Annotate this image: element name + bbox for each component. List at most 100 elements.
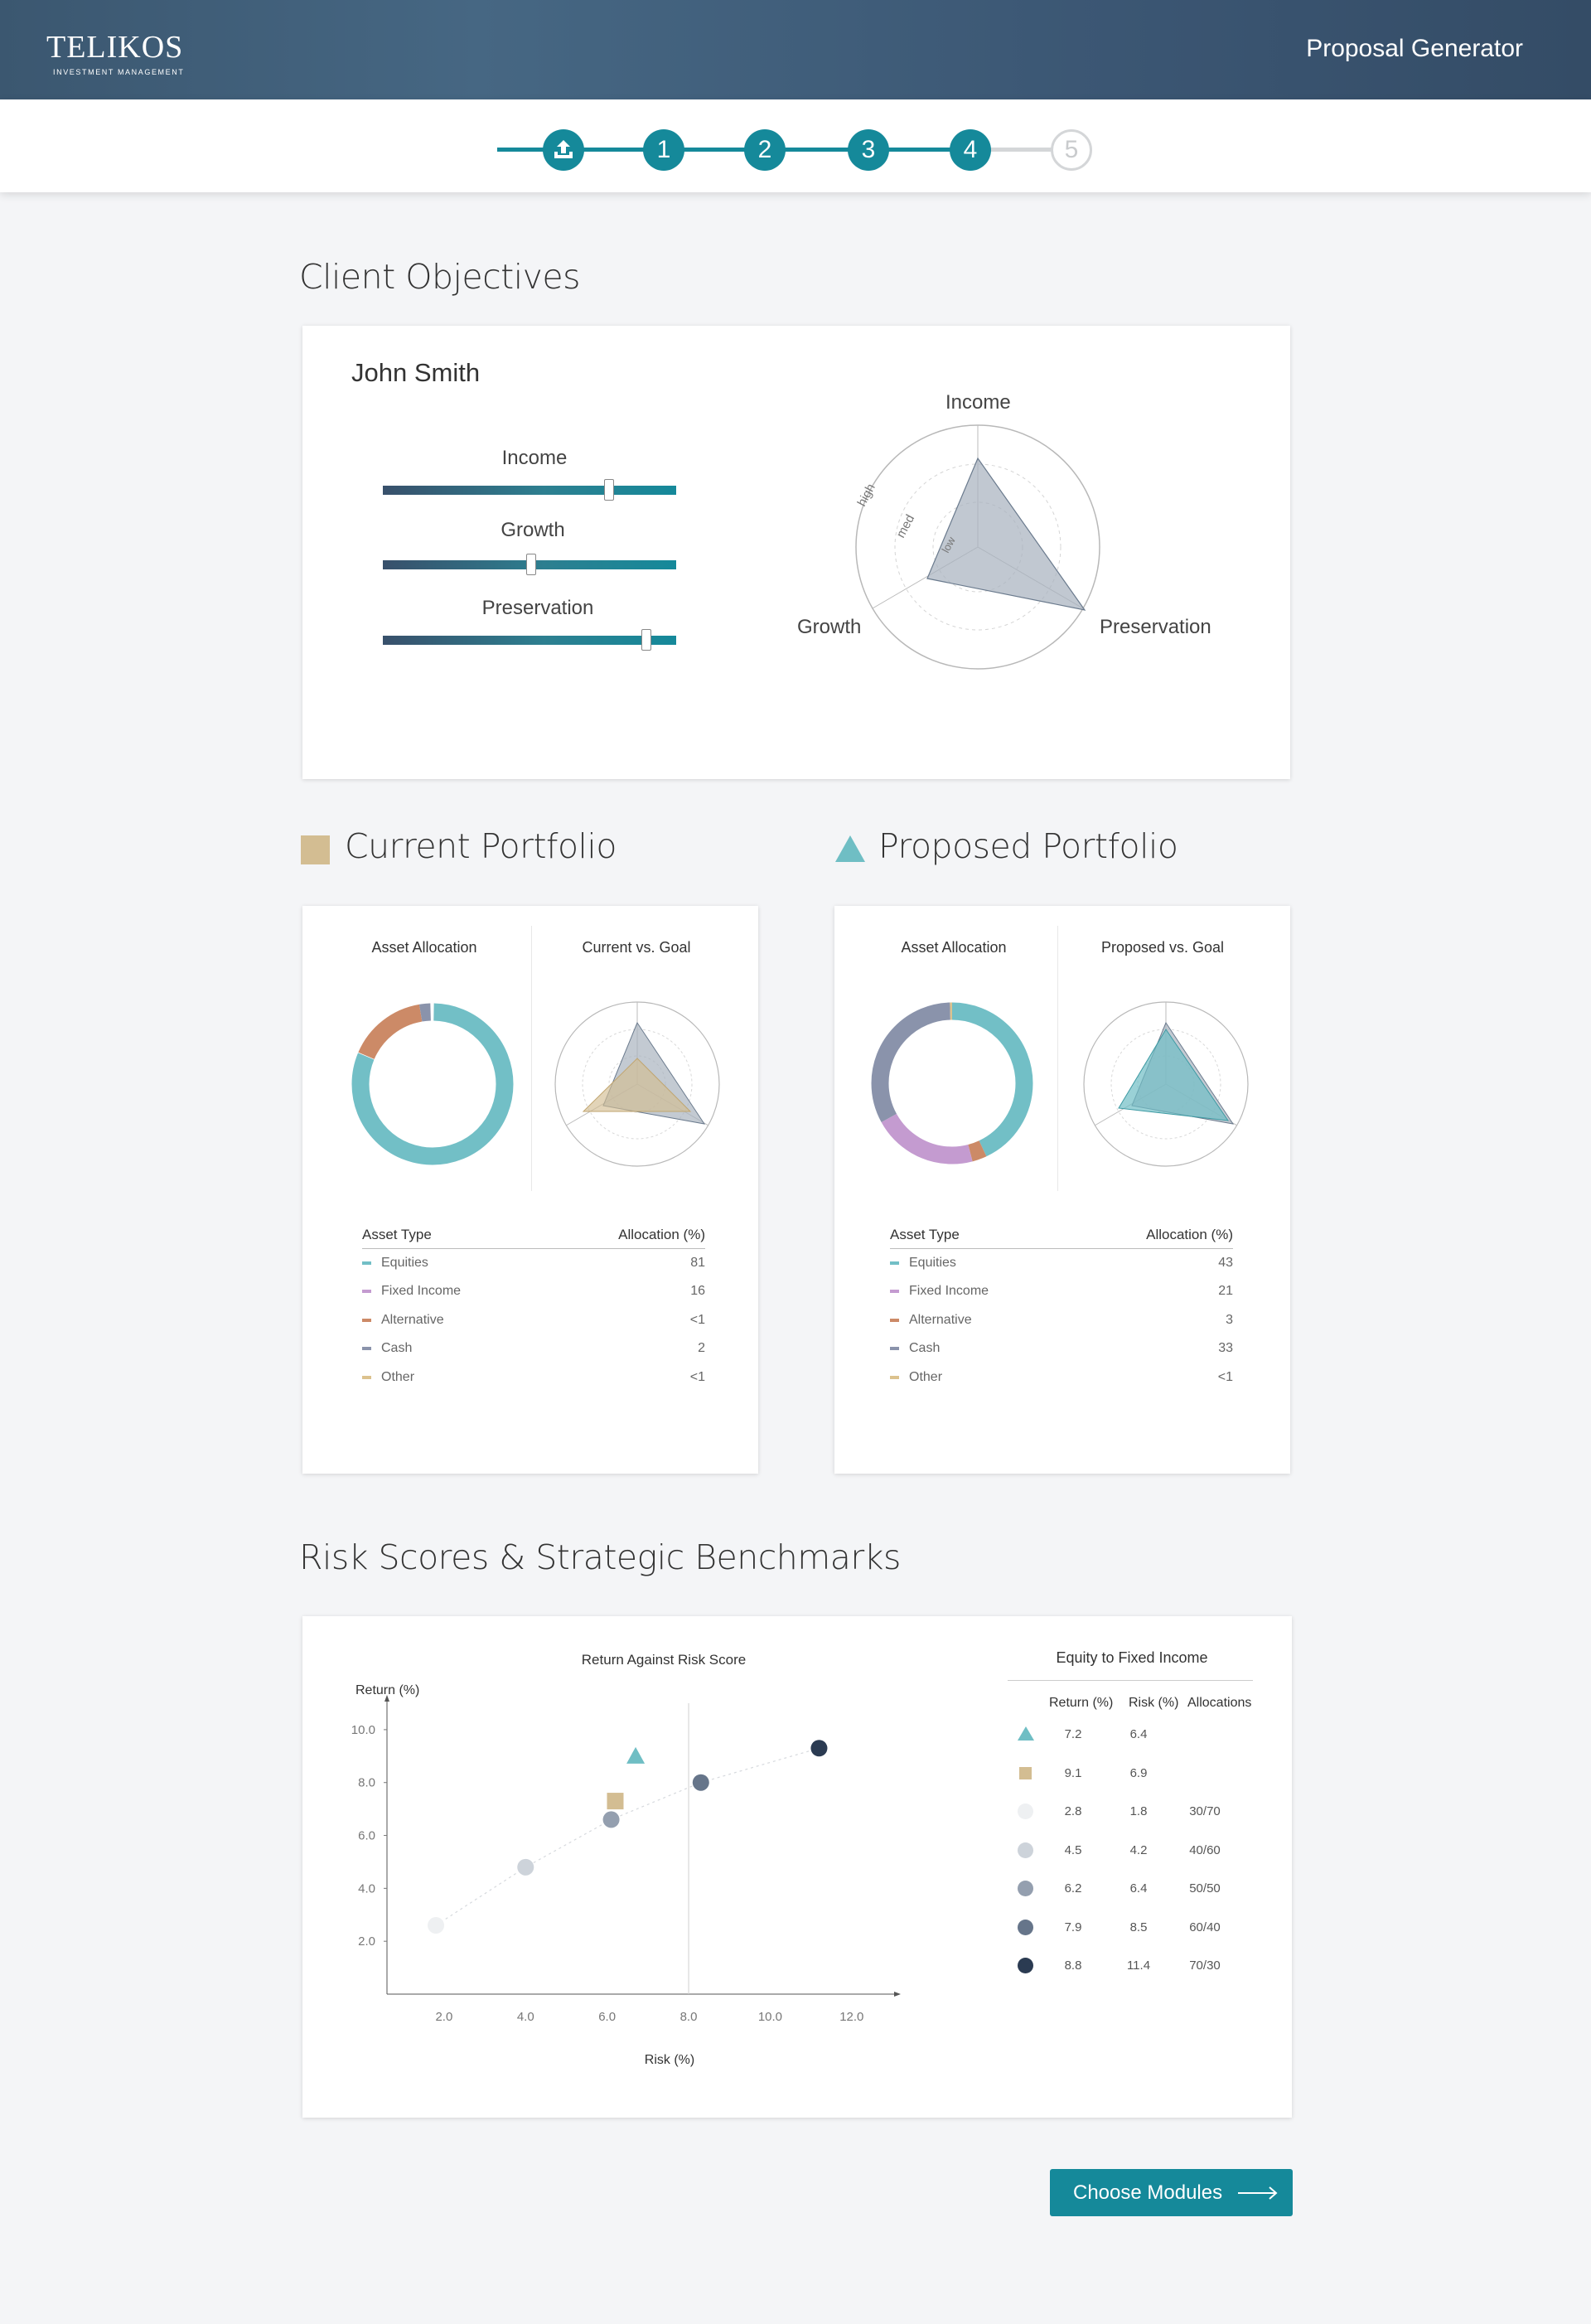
table-row: Cash 33 [890,1334,1233,1363]
preservation-slider-thumb[interactable] [641,629,651,651]
circle-marker-icon [1018,1804,1033,1819]
row-label: Other [909,1369,943,1384]
risk-scores-title: Risk Scores & Strategic Benchmarks [299,1537,901,1577]
radar-axis-preservation: Preservation [1100,616,1211,638]
current-vs-goal-radar [554,1000,721,1168]
income-slider[interactable] [383,486,676,495]
y-axis-label: Return (%) [355,1683,419,1697]
table-row: Equities 81 [362,1249,705,1278]
table-row: Cash 2 [362,1334,705,1363]
y-tick-label: 10.0 [351,1723,375,1737]
step-3[interactable]: 3 [848,129,889,171]
benchmark-point [810,1740,828,1757]
risk-table-risk-cell: 6.9 [1129,1765,1148,1780]
growth-slider-thumb[interactable] [526,554,536,575]
risk-table-risk-cell: 6.4 [1129,1727,1148,1741]
current-vs-goal-title: Current vs. Goal [582,939,691,956]
row-value: 16 [690,1284,705,1299]
row-value: 21 [1218,1284,1233,1299]
y-tick-label: 4.0 [358,1881,375,1896]
choose-modules-button[interactable]: Choose Modules [1050,2169,1293,2216]
current-portfolio-title: Current Portfolio [345,826,617,866]
alternative-swatch [890,1318,899,1322]
proposed-allocation-table: Asset Type Allocation (%) Equities 43 Fix… [890,1227,1233,1392]
x-tick-label: 4.0 [517,2010,534,2024]
risk-table-return-cell: 6.2 [1064,1881,1082,1896]
allocation-header: Allocation (%) [544,1227,705,1249]
upload-icon [554,140,573,158]
benchmark-point [517,1858,534,1876]
stepper-remaining-line [978,148,1052,152]
telikos-logo[interactable]: TELIKOS INVESTMENT MANAGEMENT [46,31,184,76]
row-value: <1 [1217,1369,1233,1384]
income-slider-label: Income [501,447,568,469]
app-title: Proposal Generator [1306,35,1523,62]
row-label: Fixed Income [381,1284,462,1299]
row-value: 33 [1218,1341,1233,1356]
row-value: 81 [690,1256,705,1270]
proposed-portfolio-point [626,1746,646,1764]
growth-slider-label: Growth [501,519,565,541]
proposed-chart-divider [1057,926,1058,1191]
preservation-slider[interactable] [383,636,676,645]
other-swatch [362,1375,371,1379]
x-axis-arrow [894,1992,901,1997]
proposed-portfolio-title: Proposed Portfolio [878,826,1178,866]
risk-table-alloc-cell: 70/30 [1189,1958,1221,1973]
risk-table-alloc-cell: 60/40 [1189,1920,1221,1934]
x-tick-label: 2.0 [435,2010,452,2024]
row-value: 2 [698,1341,705,1356]
row-value: 43 [1218,1256,1233,1270]
table-row: Alternative 3 [890,1306,1233,1335]
proposed-vs-goal-radar [1082,1000,1250,1168]
objectives-radar-chart: high med low [854,423,1102,671]
fixed-income-swatch [890,1290,899,1294]
x-tick-label: 10.0 [758,2010,782,2024]
table-row: Other <1 [890,1363,1233,1392]
app-header: TELIKOS INVESTMENT MANAGEMENT Proposal G… [0,0,1591,99]
row-label: Alternative [909,1312,972,1327]
row-label: Cash [909,1341,941,1356]
table-row: Equities 43 [890,1249,1233,1278]
risk-table-risk-cell: 4.2 [1129,1842,1148,1857]
triangle-marker-icon [1018,1726,1034,1741]
circle-marker-icon [1018,1881,1033,1896]
risk-scores-card [302,1616,1292,2118]
x-tick-label: 6.0 [598,2010,616,2024]
proposed-allocation-title: Asset Allocation [901,939,1007,956]
current-allocation-title: Asset Allocation [371,939,477,956]
risk-table-return-cell: 7.9 [1064,1920,1082,1934]
asset-type-header: Asset Type [362,1227,545,1249]
radar-axis-growth: Growth [797,616,862,638]
risk-table-risk-cell: 6.4 [1129,1881,1148,1896]
row-label: Equities [909,1256,956,1270]
benchmark-point [602,1811,620,1828]
asset-type-header: Asset Type [890,1227,1073,1249]
risk-table-alloc-cell: 50/50 [1189,1881,1221,1896]
income-slider-thumb[interactable] [604,479,614,501]
table-row: Alternative <1 [362,1306,705,1335]
risk-table-divider [1008,1680,1253,1681]
row-value: <1 [689,1369,705,1384]
step-5[interactable]: 5 [1051,129,1092,171]
risk-table-risk-cell: 11.4 [1126,1958,1151,1973]
step-1[interactable]: 1 [643,129,684,171]
row-label: Other [381,1369,415,1384]
risk-table-return-cell: 4.5 [1064,1842,1082,1857]
logo-wordmark: TELIKOS [46,30,184,65]
client-name: John Smith [351,358,481,387]
step-2[interactable]: 2 [744,129,786,171]
step-4[interactable]: 4 [950,129,991,171]
current-portfolio-point [607,1793,624,1810]
y-axis-arrow [384,1695,389,1702]
proposed-portfolio-card [834,906,1290,1474]
proposed-allocation-donut [869,1000,1035,1166]
other-swatch [890,1375,899,1379]
step-upload[interactable] [543,129,584,171]
alternative-swatch [362,1318,371,1322]
client-objectives-title: Client Objectives [299,257,581,297]
fixed-income-swatch [362,1290,371,1294]
equities-swatch [890,1261,899,1265]
risk-column-header: Risk (%) [1129,1696,1179,1710]
table-row: Other <1 [362,1363,705,1392]
